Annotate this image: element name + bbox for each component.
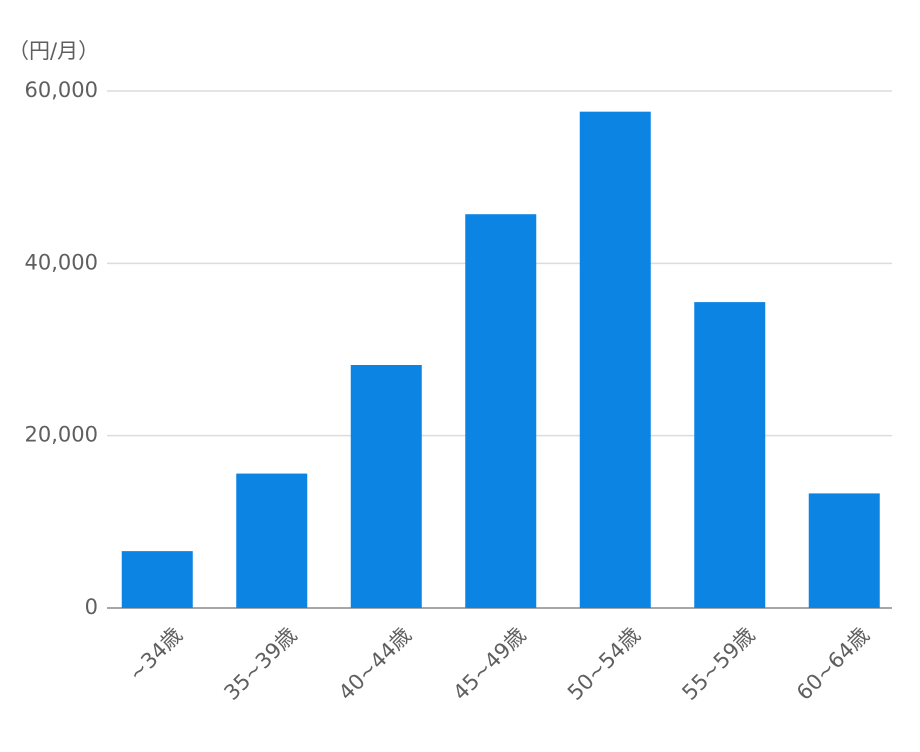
bar bbox=[694, 302, 766, 608]
bar bbox=[579, 111, 651, 609]
y-tick-label: 0 bbox=[85, 595, 98, 619]
bar bbox=[465, 214, 537, 609]
x-tick-label: 35~39歳 bbox=[219, 623, 301, 705]
x-tick-label: 55~59歳 bbox=[677, 623, 759, 705]
y-tick-label: 60,000 bbox=[25, 78, 98, 102]
x-tick-label: ~34歳 bbox=[124, 623, 187, 686]
y-unit-label: （円/月） bbox=[8, 39, 99, 63]
x-tick-label: 45~49歳 bbox=[448, 623, 530, 705]
y-tick-label: 20,000 bbox=[25, 423, 98, 447]
x-tick-label: 60~64歳 bbox=[792, 623, 874, 705]
y-tick-label: 40,000 bbox=[25, 250, 98, 274]
bar bbox=[121, 551, 193, 608]
bar bbox=[808, 493, 880, 608]
bar bbox=[350, 365, 422, 608]
x-tick-label: 40~44歳 bbox=[334, 623, 416, 705]
bar bbox=[236, 473, 308, 608]
x-tick-label: 50~54歳 bbox=[563, 623, 645, 705]
